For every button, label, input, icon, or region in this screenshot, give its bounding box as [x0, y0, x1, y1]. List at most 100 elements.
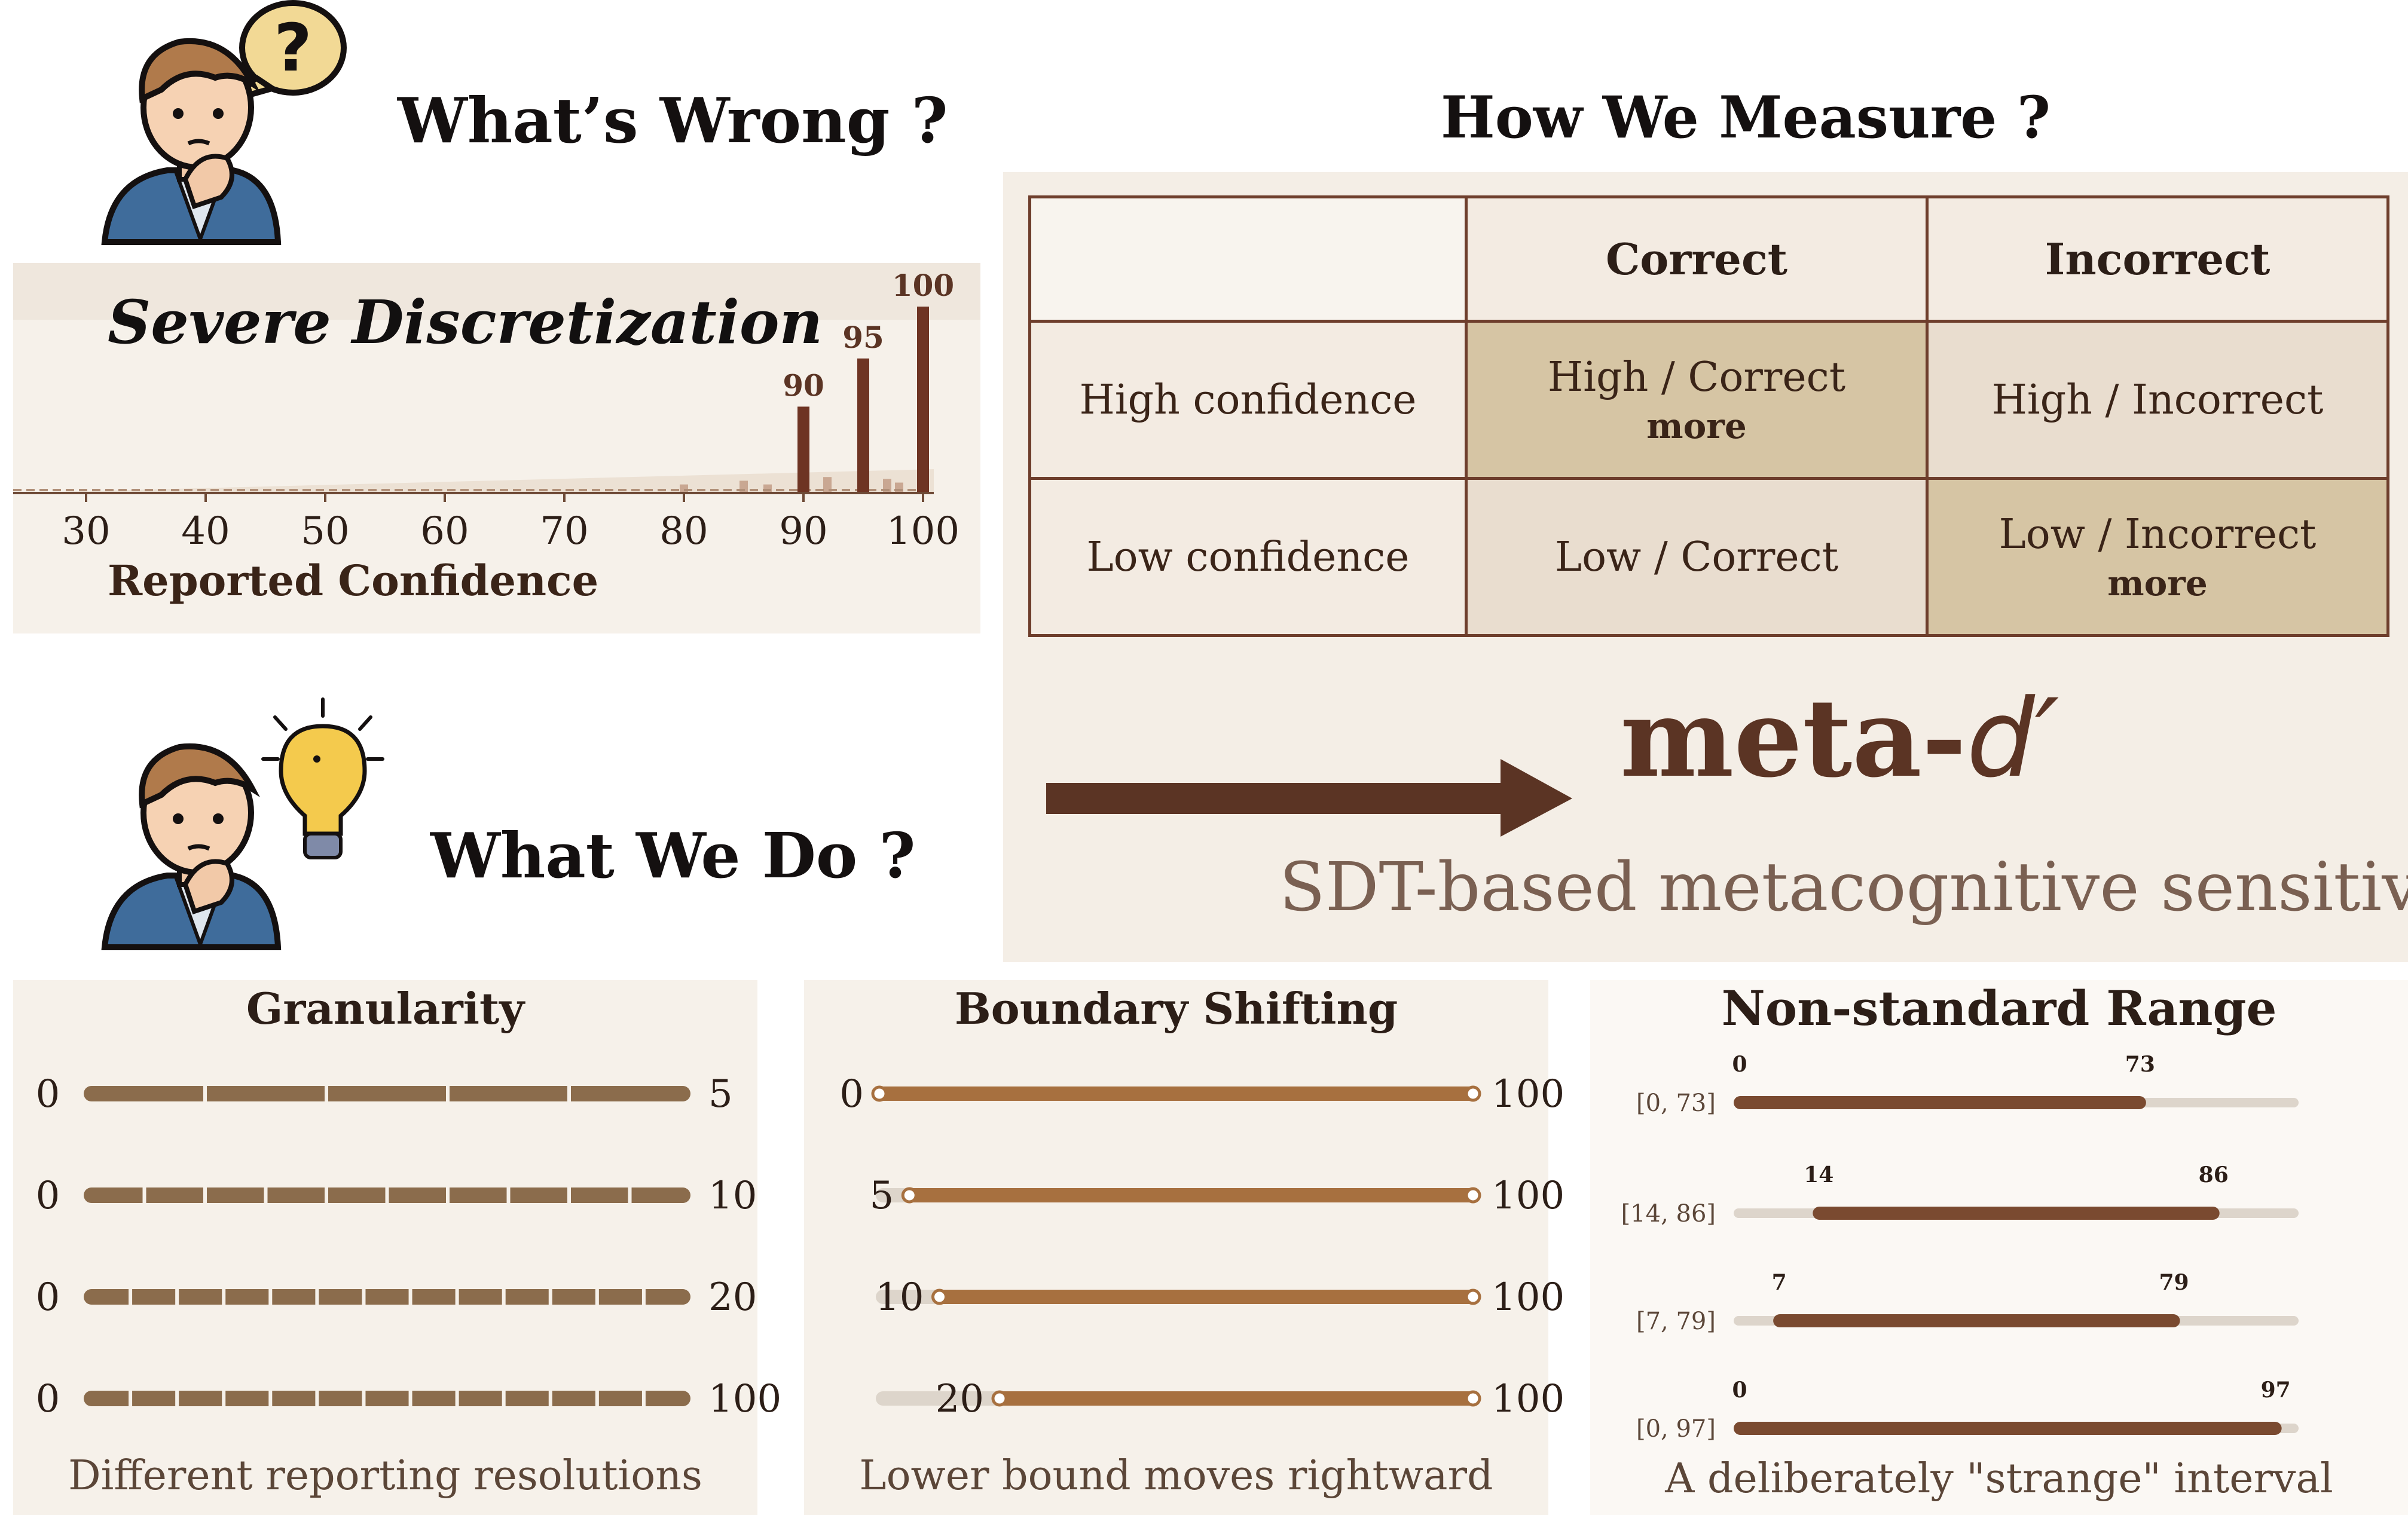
boundary-scale: 5 100: [870, 1174, 1565, 1218]
table-corner-cell: [1028, 195, 1468, 323]
range-lo-label: 0: [1732, 1378, 1747, 1403]
table-header-incorrect: Incorrect: [1926, 195, 2389, 323]
upper-bound-label: 100: [1492, 1275, 1564, 1320]
granularity-scale: 0 100: [36, 1377, 782, 1421]
scale-min-label: 0: [36, 1072, 60, 1116]
lower-bound-handle: [871, 1085, 888, 1102]
boundary-scale: 0 100: [839, 1072, 1564, 1116]
range-scale: [0, 97] 0 97: [1636, 1378, 2299, 1443]
discretization-panel: [13, 263, 980, 633]
upper-bound-handle: [1465, 1288, 1481, 1305]
scale-max-label: 10: [708, 1174, 757, 1218]
table-cell-low-correct: Low / Correct: [1465, 477, 1929, 637]
x-tick-label: 70: [540, 509, 588, 553]
granularity-bar: [84, 1391, 690, 1406]
whats-wrong-heading: What’s Wrong ?: [398, 84, 948, 157]
granularity-title: Granularity: [246, 983, 525, 1034]
range-bar: [1734, 1096, 2146, 1109]
lower-bound-handle: [991, 1390, 1008, 1407]
upper-bound-handle: [1465, 1187, 1481, 1204]
svg-text:?: ?: [274, 10, 312, 86]
range-bar: [1813, 1207, 2220, 1220]
cell-text: High / Incorrect: [1991, 376, 2324, 424]
x-tick-label: 50: [301, 509, 349, 553]
granularity-bars: 0 50 100 200 100: [36, 1072, 782, 1421]
discretization-title: Severe Discretization: [108, 287, 823, 357]
granularity-scale: 0 10: [36, 1174, 757, 1218]
range-bar: [1734, 1422, 2282, 1435]
scale-min-label: 0: [36, 1174, 60, 1218]
granularity-caption: Different reporting resolutions: [68, 1452, 702, 1499]
cell-text: Low / Correct: [1554, 533, 1839, 581]
range-hi-label: 73: [2125, 1052, 2155, 1077]
lower-bound-label: 20: [936, 1377, 984, 1421]
table-cell-high-correct: High / Correct more: [1465, 320, 1929, 480]
boundary-panel: [804, 980, 1548, 1515]
table-cell-high-incorrect: High / Incorrect: [1926, 320, 2389, 480]
table-row-label-low: Low confidence: [1028, 477, 1468, 637]
confidence-correctness-table: Correct Incorrect High confidence High /…: [1028, 195, 2389, 637]
minor-bar: [883, 479, 891, 492]
granularity-bar: [84, 1289, 690, 1305]
range-lo-label: 0: [1732, 1052, 1747, 1077]
x-tick-label: 100: [887, 509, 959, 553]
nonstandard-title: Non-standard Range: [1721, 980, 2277, 1036]
upper-bound-label: 100: [1492, 1072, 1564, 1116]
how-we-measure-heading: How We Measure ?: [1441, 84, 2051, 151]
upper-bound-handle: [1465, 1390, 1481, 1407]
upper-bound-label: 100: [1492, 1377, 1564, 1421]
bar-value-label: 100: [892, 268, 954, 303]
range-label: [0, 97]: [1636, 1415, 1716, 1443]
upper-bound-handle: [1465, 1085, 1481, 1102]
meta-prefix: meta-: [1620, 675, 1967, 801]
lightbulb-icon: [261, 697, 384, 859]
nonstandard-caption: A deliberately "strange" interval: [1665, 1455, 2333, 1502]
what-we-do-heading: What We Do ?: [430, 819, 916, 892]
range-hi-label: 79: [2159, 1270, 2189, 1295]
thinking-person-icon: ?: [101, 0, 347, 245]
x-tick-label: 40: [181, 509, 230, 553]
boundary-bar: [936, 1290, 1477, 1304]
upper-bound-label: 100: [1492, 1174, 1564, 1218]
boundary-caption: Lower bound moves rightward: [859, 1452, 1493, 1499]
minor-bar: [823, 477, 832, 492]
x-tick-label: 60: [420, 509, 469, 553]
range-hi-label: 97: [2261, 1378, 2291, 1403]
discretization-x-axis-label: Reported Confidence: [108, 556, 599, 605]
table-row-label-high: High confidence: [1028, 320, 1468, 480]
meta-d-prime-label: meta-d′: [1620, 675, 2059, 801]
boundary-scale: 20 100: [876, 1377, 1564, 1421]
d-prime-symbol: d′: [1966, 677, 2059, 801]
boundary-bar: [906, 1188, 1477, 1202]
x-tick-label: 80: [659, 509, 708, 553]
lower-bound-handle: [931, 1288, 948, 1305]
scale-min-label: 0: [36, 1377, 60, 1421]
discretization-title-band: [13, 263, 980, 320]
lower-bound-handle: [901, 1187, 918, 1204]
scale-max-label: 100: [708, 1377, 781, 1421]
confidence-bar: [917, 307, 929, 492]
lower-bound-label: 5: [870, 1174, 894, 1218]
table-header-correct: Correct: [1465, 195, 1929, 323]
x-tick-label: 90: [779, 509, 827, 553]
range-scale: [7, 79] 7 79: [1636, 1270, 2299, 1335]
confidence-bar: [857, 358, 869, 492]
range-bar: [1773, 1314, 2180, 1327]
nonstandard-bars: [0, 73] 0 73 [14, 86] 14 86 [7, 79] 7 79 [0, 97] 0…: [1621, 1052, 2299, 1443]
sdt-subtitle: SDT-based metacognitive sensitivity: [1279, 849, 2408, 926]
granularity-bar: [84, 1086, 690, 1101]
range-scale: [14, 86] 14 86: [1621, 1162, 2299, 1228]
right-arrow-icon: [1046, 759, 1572, 837]
range-lo-label: 7: [1772, 1270, 1787, 1295]
range-label: [14, 86]: [1621, 1200, 1716, 1228]
scale-max-label: 20: [708, 1275, 757, 1320]
range-label: [0, 73]: [1636, 1089, 1716, 1117]
boundary-title: Boundary Shifting: [954, 983, 1398, 1034]
x-tick-label: 30: [62, 509, 110, 553]
range-hi-label: 86: [2199, 1162, 2229, 1187]
granularity-panel: [13, 980, 757, 1515]
lightbulb-person-icon: [101, 697, 384, 950]
confidence-bar: [797, 406, 809, 492]
